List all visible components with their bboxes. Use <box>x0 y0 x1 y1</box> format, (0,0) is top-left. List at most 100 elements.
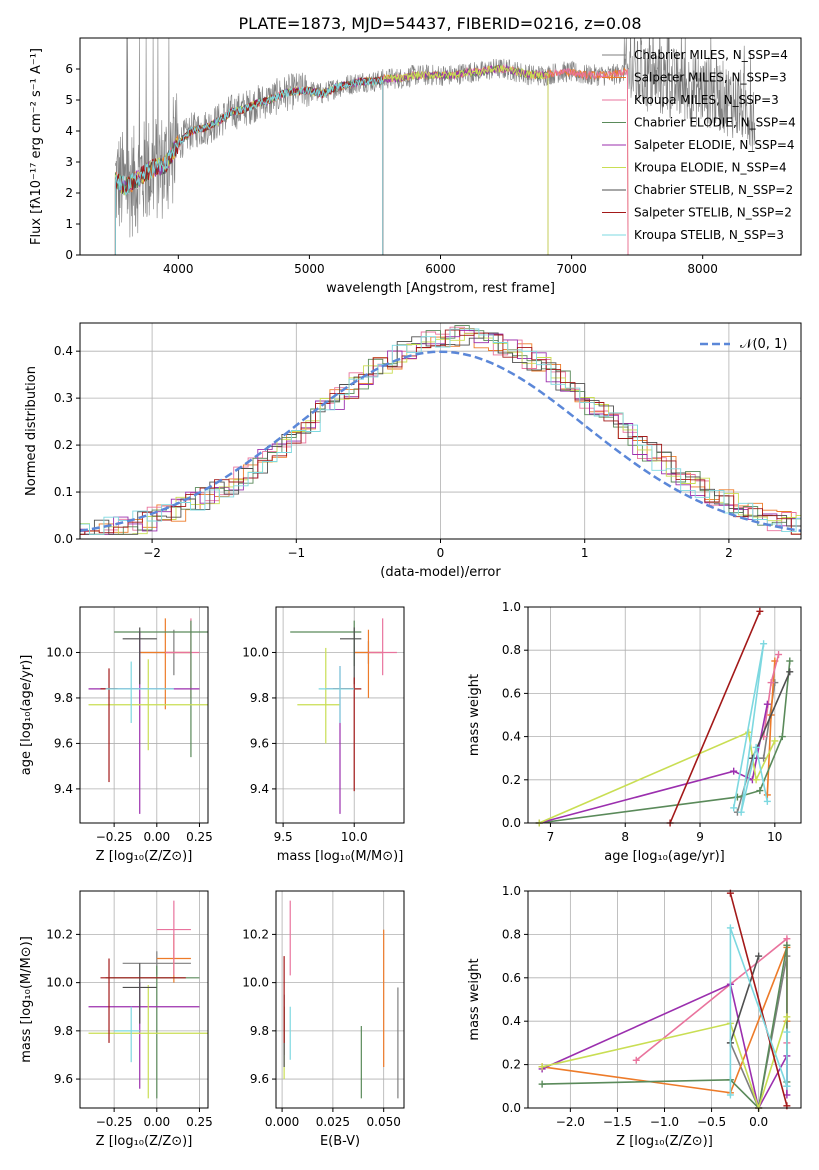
y-tick-label: 9.8 <box>250 1024 269 1038</box>
y-axis-label: mass weight <box>467 674 482 756</box>
errorbar-point <box>100 958 186 1043</box>
x-axis-label: E(B-V) <box>320 1134 360 1149</box>
mass-vs-metallicity-panel: −0.25 0.00 0.25 9.6 9.8 10.0 10.2 Z [log₁₀(Z/Z⊙… <box>19 890 213 1149</box>
x-tick-label: 0.00 <box>143 1115 170 1129</box>
axes-frame: −2.0 −1.5 −1.0 −0.5 0.0 0.0 0.2 0.4 0.6 0.8 1.0 Z [… <box>467 884 802 1149</box>
weight-marker <box>783 941 791 949</box>
plot-layer <box>290 618 397 814</box>
weight-marker <box>755 952 763 960</box>
y-tick-label: 10.0 <box>242 976 269 990</box>
axes-frame: 9.5 10.0 9.4 9.6 9.8 10.0 mass [log₁₀(M/M⊙)] <box>242 606 405 864</box>
x-tick-label: −0.5 <box>697 1115 726 1129</box>
x-tick-label: −0.25 <box>96 1115 133 1129</box>
y-tick-label: 10.0 <box>46 645 73 659</box>
errorbar-point <box>122 627 157 685</box>
plot-layer <box>535 607 794 827</box>
plot-layer <box>538 889 791 1112</box>
y-tick-label: 9.4 <box>54 782 73 796</box>
x-axis-label: (data-model)/error <box>380 565 501 580</box>
x-axis-label: Z [log₁₀(Z/Z⊙)] <box>616 1134 713 1149</box>
legend-label: Salpeter ELODIE, N_SSP=4 <box>634 138 795 152</box>
x-tick-label: 10 <box>767 830 782 844</box>
weight-series-line <box>729 927 788 1095</box>
x-tick-label: 2 <box>725 546 733 560</box>
age-vs-mass-panel: 9.5 10.0 9.4 9.6 9.8 10.0 mass [log₁₀(M/M⊙)] <box>242 606 405 864</box>
y-axis-label: mass [log₁₀(M/M⊙)] <box>19 936 34 1063</box>
weight-marker <box>783 1013 791 1021</box>
errorbar-point <box>156 900 191 976</box>
plot-layer <box>283 900 399 1099</box>
legend-label: Kroupa MILES, N_SSP=3 <box>634 93 779 107</box>
y-tick-label: 10.0 <box>46 976 73 990</box>
weight-marker <box>783 1082 791 1090</box>
x-tick-label: 0.050 <box>367 1115 401 1129</box>
y-tick-label: 9.8 <box>250 691 269 705</box>
weight-marker <box>752 776 760 784</box>
spectrum-panel: Chabrier MILES, N_SSP=4 Salpeter MILES, N… <box>29 37 802 296</box>
y-tick-label: 0.6 <box>502 971 521 985</box>
y-tick-label: 0.0 <box>502 816 521 830</box>
weight-marker <box>771 737 779 745</box>
axes-frame: 0.000 0.025 0.050 9.6 9.8 10.0 10.2 E(B-V) <box>242 890 405 1149</box>
x-tick-label: −2.0 <box>556 1115 585 1129</box>
x-tick-label: −1 <box>287 546 305 560</box>
weight-marker <box>756 787 764 795</box>
legend-label: Salpeter STELIB, N_SSP=2 <box>634 206 792 220</box>
legend: 𝒩(0, 1) <box>700 337 787 352</box>
y-tick-label: 0.2 <box>502 1058 521 1072</box>
y-tick-label: 9.6 <box>54 736 73 750</box>
y-tick-label: 9.4 <box>250 782 269 796</box>
weight-marker <box>632 1056 640 1064</box>
y-tick-label: 10.0 <box>242 645 269 659</box>
weight-marker <box>730 804 738 812</box>
y-tick-label: 9.6 <box>250 1072 269 1086</box>
gaussian-curve <box>80 350 801 533</box>
x-tick-label: 9 <box>696 830 704 844</box>
x-tick-label: 0 <box>437 546 445 560</box>
weight-marker <box>775 651 783 659</box>
y-tick-label: 0.0 <box>54 532 73 546</box>
x-tick-label: 8000 <box>687 262 718 276</box>
axes-border <box>79 606 209 824</box>
residual-histogram <box>80 329 801 535</box>
y-tick-label: 0.2 <box>54 438 73 452</box>
axes-frame: −0.25 0.00 0.25 9.6 9.8 10.0 10.2 Z [log₁₀(Z/Z⊙… <box>19 890 213 1149</box>
y-tick-label: 10.2 <box>46 927 73 941</box>
axes-border <box>275 890 405 1109</box>
y-tick-label: 9.6 <box>54 1072 73 1086</box>
axes-frame: −0.25 0.00 0.25 9.4 9.6 9.8 10.0 Z [log₁₀(Z/Z⊙)… <box>19 606 213 864</box>
weight-series-line <box>541 1016 788 1111</box>
legend-label: 𝒩(0, 1) <box>740 337 787 352</box>
errorbar-point <box>318 666 355 723</box>
weight-marker <box>730 767 738 775</box>
x-tick-label: −1.0 <box>650 1115 679 1129</box>
spectrum-lines <box>114 38 756 255</box>
x-tick-label: 0.25 <box>186 1115 213 1129</box>
y-tick-label: 0.4 <box>54 344 73 358</box>
weight-marker <box>763 797 771 805</box>
x-axis-label: age [log₁₀(age/yr)] <box>604 849 725 864</box>
x-tick-label: 5000 <box>294 262 325 276</box>
y-tick-label: 10.2 <box>242 927 269 941</box>
weight-marker <box>538 1080 546 1088</box>
y-tick-label: 0.2 <box>502 773 521 787</box>
y-axis-label: Normed distribution <box>24 366 39 496</box>
figure-title: PLATE=1873, MJD=54437, FIBERID=0216, z=0… <box>238 14 641 33</box>
y-axis-label: age [log₁₀(age/yr)] <box>19 655 34 776</box>
weight-series-line <box>751 671 791 759</box>
y-tick-label: 0.1 <box>54 485 73 499</box>
weight-vs-age-panel: 7 8 9 10 0.0 0.2 0.4 0.6 0.8 1.0 age [log₁₀(age/yr… <box>467 600 802 864</box>
x-axis-label: Z [log₁₀(Z/Z⊙)] <box>96 1134 193 1149</box>
y-tick-label: 0.0 <box>502 1101 521 1115</box>
weight-marker <box>756 607 764 615</box>
x-tick-label: 0.25 <box>186 830 213 844</box>
y-tick-label: 1 <box>65 217 73 231</box>
weight-marker <box>726 1091 734 1099</box>
weight-marker <box>752 743 760 751</box>
weight-marker <box>737 808 745 816</box>
y-tick-label: 0 <box>65 248 73 262</box>
plot-layer <box>88 618 208 814</box>
plot-layer <box>88 900 208 1099</box>
errorbar-point <box>105 661 174 723</box>
